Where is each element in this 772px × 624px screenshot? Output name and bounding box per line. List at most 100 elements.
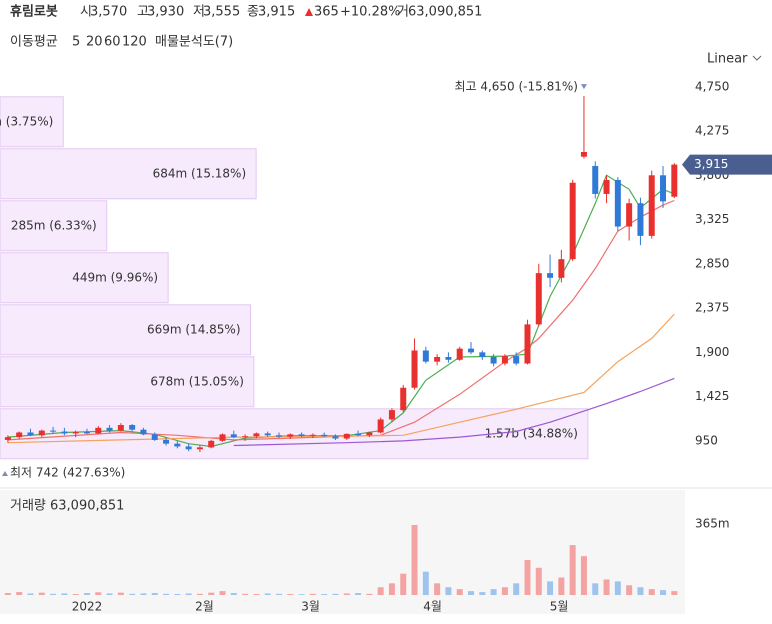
quote-label: 종 bbox=[247, 5, 259, 20]
candle-body bbox=[660, 175, 667, 202]
volume-profile-bar bbox=[0, 356, 255, 408]
volume-profile-label: 678m (15.05%) bbox=[150, 374, 244, 388]
candle-body bbox=[422, 350, 429, 362]
candle-body bbox=[61, 431, 68, 434]
candle-body bbox=[400, 387, 407, 411]
candle-body bbox=[547, 273, 554, 278]
volume-bar bbox=[569, 545, 576, 595]
volume-bar bbox=[27, 593, 34, 595]
volume-bar bbox=[411, 525, 418, 595]
candle-body bbox=[648, 175, 655, 236]
volume-bar bbox=[16, 592, 23, 595]
volume-bar bbox=[151, 593, 158, 595]
candle-body bbox=[242, 436, 249, 438]
candle-body bbox=[501, 356, 508, 364]
candle-body bbox=[163, 439, 170, 444]
candle-body bbox=[513, 356, 520, 364]
volume-bar bbox=[50, 593, 57, 595]
y-tick-label: 4,275 bbox=[695, 124, 729, 138]
volume-bar bbox=[230, 593, 237, 595]
candle-body bbox=[569, 182, 576, 260]
y-tick-label: 1,900 bbox=[695, 345, 729, 359]
last-price-tag bbox=[682, 154, 772, 175]
volume-bar bbox=[298, 594, 305, 595]
volume-bar bbox=[117, 592, 124, 595]
volume-bar bbox=[388, 583, 395, 595]
candle-body bbox=[411, 350, 418, 388]
moving-average-line bbox=[7, 313, 675, 444]
x-tick-label: 2022 bbox=[72, 600, 103, 614]
x-tick-label: 3월 bbox=[301, 600, 320, 614]
volume-bar bbox=[343, 593, 350, 595]
up-arrow bbox=[305, 8, 313, 16]
y-tick-label: 2,850 bbox=[695, 256, 729, 270]
quote-label: 고 bbox=[137, 5, 149, 20]
candle-body bbox=[388, 410, 395, 420]
volume-bar bbox=[95, 592, 102, 595]
volume-bar bbox=[366, 593, 373, 595]
scale-selector[interactable]: Linear bbox=[707, 52, 748, 67]
volume-bar bbox=[163, 593, 170, 595]
volume-bar bbox=[637, 587, 644, 595]
candle-body bbox=[468, 348, 475, 353]
volume-profile-bar bbox=[0, 96, 64, 148]
candle-body bbox=[83, 432, 90, 434]
last-price-label: 3,915 bbox=[694, 157, 728, 171]
candle-body bbox=[117, 425, 124, 431]
volume-bar bbox=[208, 592, 215, 595]
candle-body bbox=[434, 357, 441, 362]
candle-body bbox=[309, 434, 316, 436]
candle-body bbox=[253, 433, 260, 437]
profile-title: 매물분석도(7) bbox=[155, 35, 233, 50]
y-tick-label: 2,375 bbox=[695, 301, 729, 315]
candle-body bbox=[219, 434, 226, 441]
legend-entry: 20 bbox=[86, 35, 103, 50]
volume-bar bbox=[456, 589, 463, 595]
candle-body bbox=[355, 433, 362, 436]
volume-bar bbox=[242, 593, 249, 595]
volume-bar bbox=[547, 581, 554, 595]
volume-profile-bar bbox=[0, 304, 252, 356]
low-label: 최저 742 (427.63%) bbox=[10, 466, 125, 480]
volume-profile-label: 669m (14.85%) bbox=[147, 322, 241, 336]
volume-bar bbox=[648, 589, 655, 595]
volume-bar bbox=[671, 591, 678, 595]
volume-bar bbox=[592, 583, 599, 595]
volume-bar bbox=[61, 593, 68, 595]
low-marker bbox=[2, 471, 8, 476]
volume-bar bbox=[129, 593, 136, 595]
moving-average-line bbox=[7, 174, 675, 448]
moving-average-line bbox=[233, 377, 675, 447]
x-tick-label: 2월 bbox=[195, 600, 214, 614]
volume-bar bbox=[287, 594, 294, 595]
candle-body bbox=[140, 429, 147, 435]
candle-body bbox=[479, 352, 486, 357]
candle-body bbox=[580, 152, 587, 157]
volume-bar bbox=[524, 560, 531, 595]
candle-body bbox=[151, 434, 158, 440]
candle-body bbox=[185, 446, 192, 450]
candle-body bbox=[332, 436, 339, 439]
candle-body bbox=[106, 427, 113, 431]
volume-profile-bar bbox=[0, 148, 257, 200]
candle-body bbox=[4, 437, 11, 440]
candle-body bbox=[27, 432, 34, 436]
candle-body bbox=[72, 432, 79, 434]
volume-bar bbox=[400, 573, 407, 595]
scale-chevron[interactable] bbox=[752, 55, 762, 61]
volume-bar bbox=[321, 594, 328, 595]
legend-entry: 120 bbox=[122, 35, 147, 50]
volume-profile-label: 684m (15.18%) bbox=[153, 166, 247, 180]
volume-value: 63,090,851 bbox=[408, 5, 482, 20]
candle-body bbox=[196, 447, 203, 450]
quote-value: 3,930 bbox=[147, 5, 184, 20]
candle-body bbox=[208, 440, 215, 448]
ma-title: 이동평균 bbox=[10, 35, 58, 50]
x-tick-label: 5월 bbox=[550, 600, 569, 614]
candle-body bbox=[174, 443, 181, 447]
volume-bar bbox=[355, 593, 362, 595]
volume-bar bbox=[490, 589, 497, 595]
candle-body bbox=[16, 432, 23, 438]
volume-bar bbox=[468, 591, 475, 595]
